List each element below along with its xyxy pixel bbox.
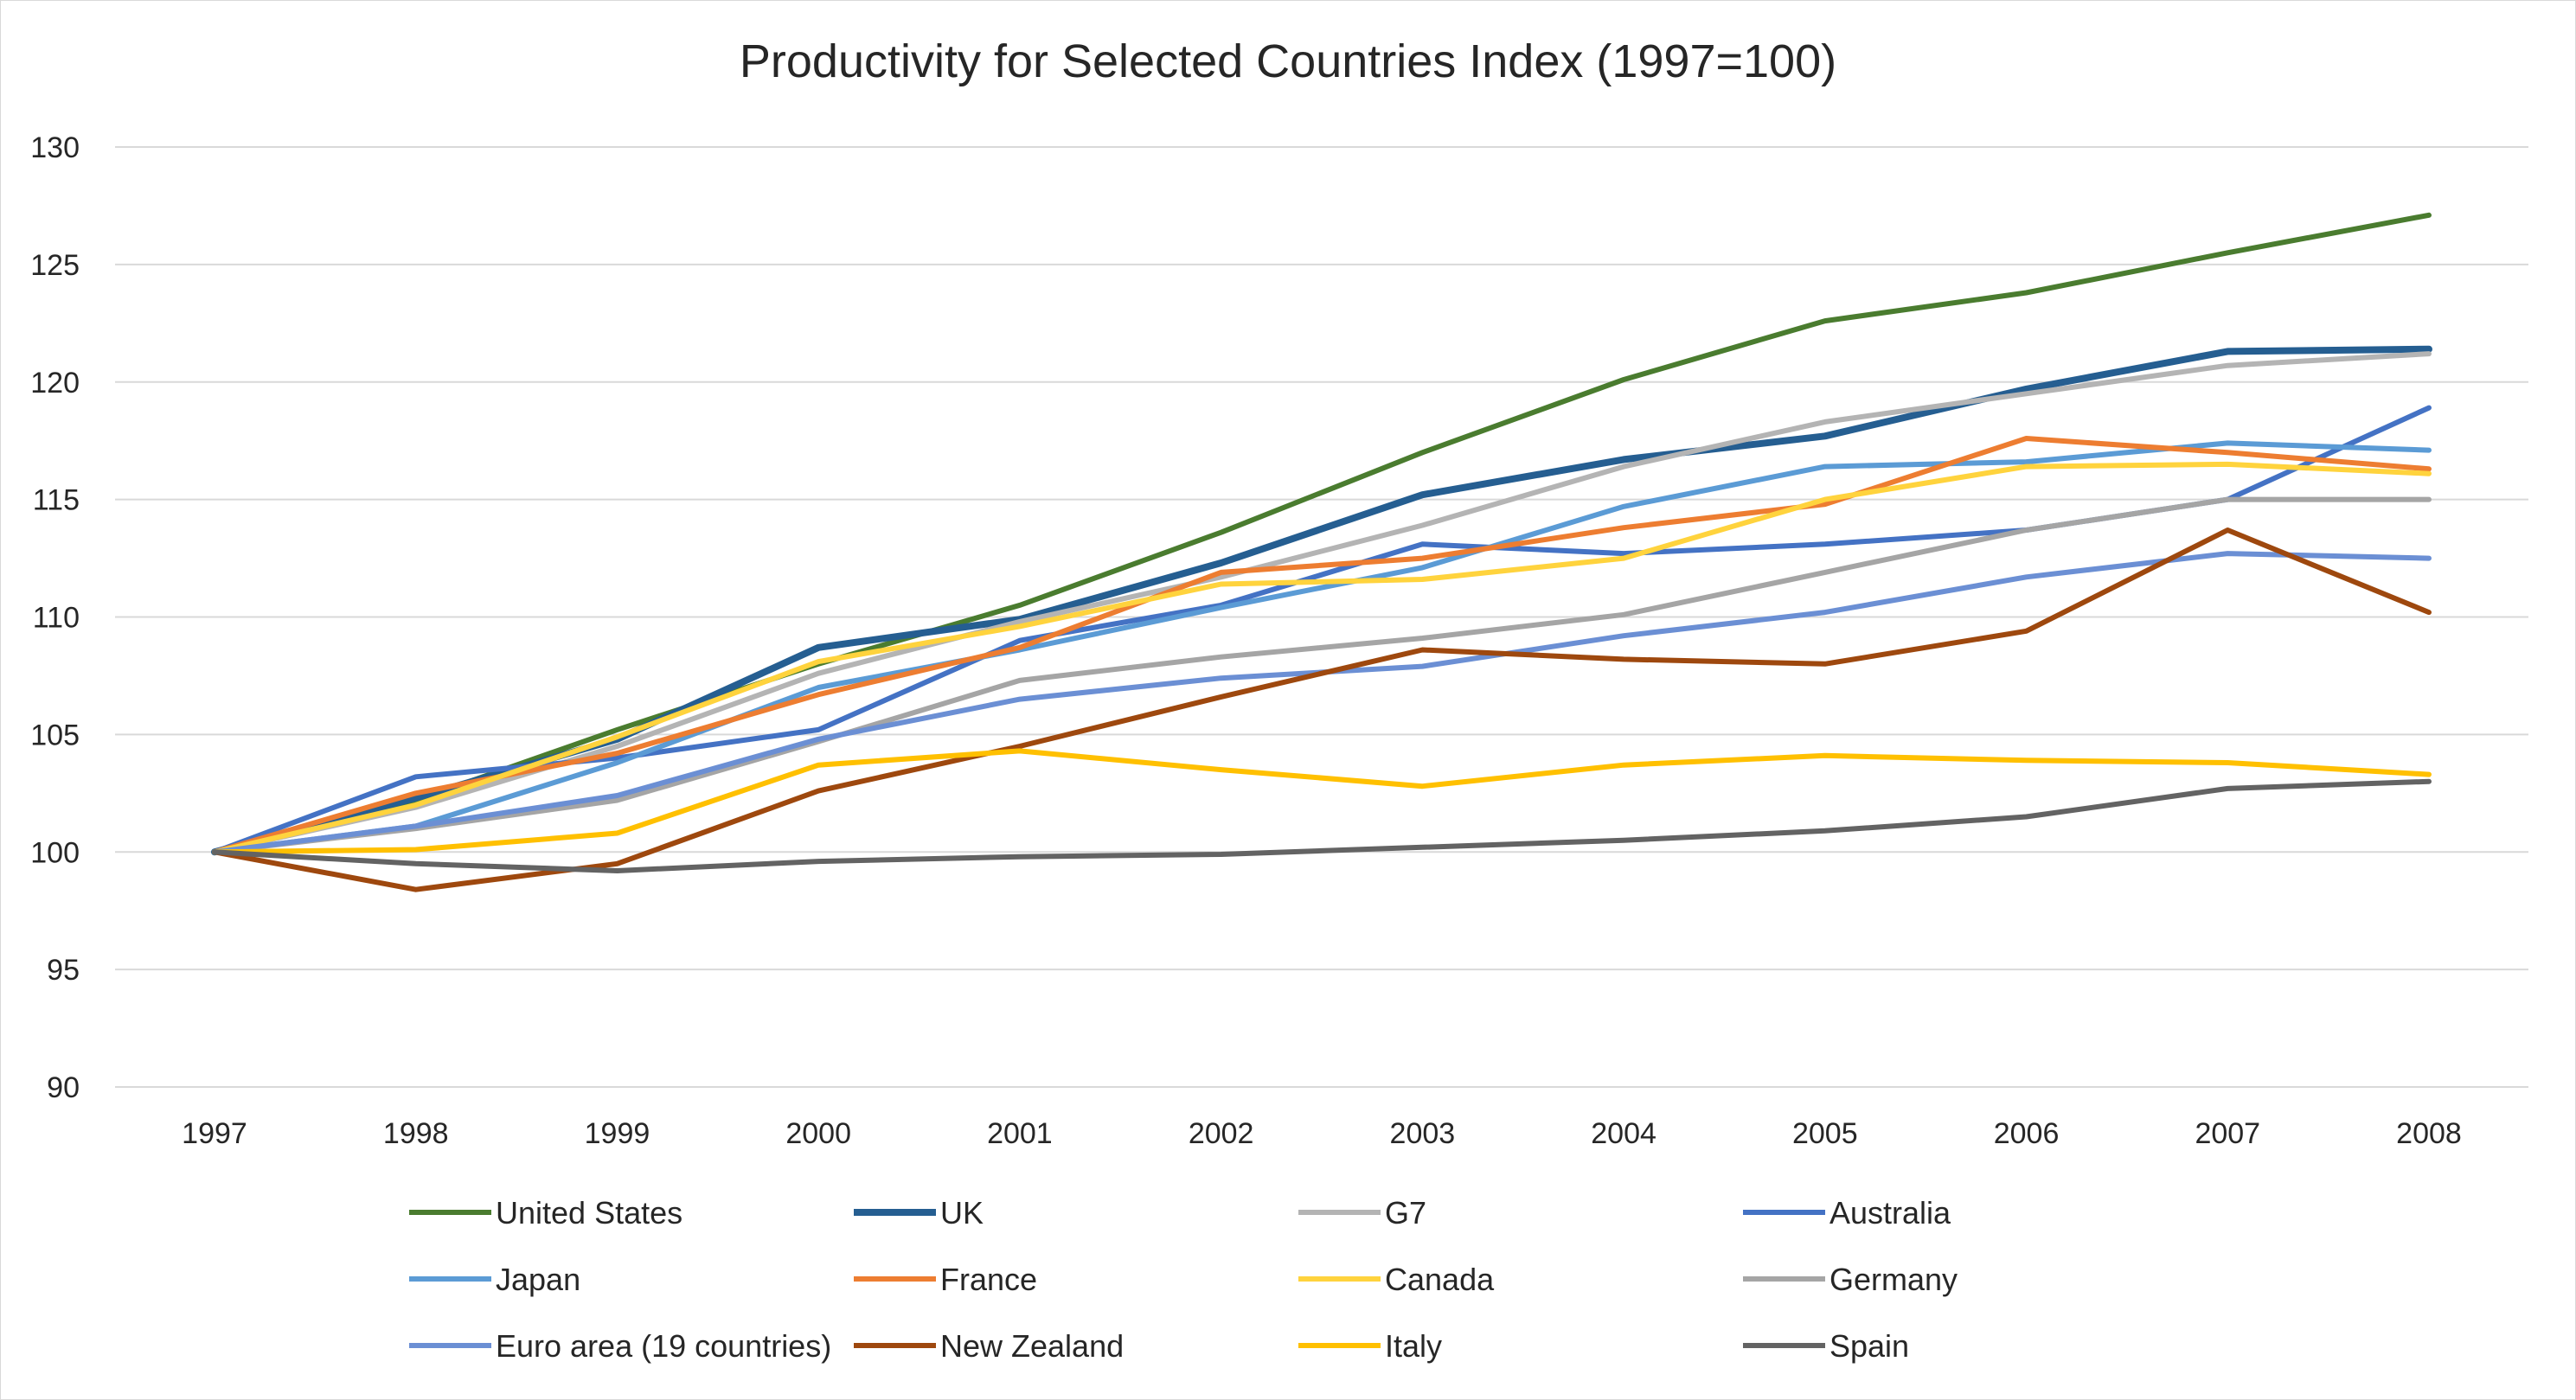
y-tick-label: 110 <box>33 602 80 635</box>
x-tick-label: 2006 <box>1994 1117 2060 1150</box>
series-line-canada <box>212 461 2432 855</box>
legend-item: Italy <box>1298 1328 1442 1364</box>
y-tick-label: 115 <box>33 484 80 517</box>
y-tick-label: 125 <box>30 249 80 282</box>
series-line-japan <box>212 440 2432 855</box>
x-tick-label: 2005 <box>1792 1117 1858 1150</box>
y-tick-label: 90 <box>47 1071 80 1104</box>
legend-item: United States <box>409 1195 682 1231</box>
y-tick-label: 130 <box>30 131 80 164</box>
y-tick-label: 100 <box>30 836 80 869</box>
x-tick-label: 2007 <box>2195 1117 2260 1150</box>
y-tick-label: 105 <box>30 719 80 751</box>
legend-item: Euro area (19 countries) <box>409 1328 831 1364</box>
x-tick-label: 1999 <box>585 1117 650 1150</box>
legend: United States UK G7 Australia Japan France Can… <box>409 1195 1958 1364</box>
legend-item: Spain <box>1743 1328 1909 1364</box>
legend-label: Canada <box>1385 1262 1495 1297</box>
x-tick-label: 2003 <box>1390 1117 1456 1150</box>
x-tick-label: 2002 <box>1189 1117 1254 1150</box>
x-tick-label: 1997 <box>182 1117 247 1150</box>
y-tick-label: 120 <box>30 367 80 400</box>
legend-label: Spain <box>1829 1328 1909 1364</box>
legend-label: Italy <box>1385 1328 1442 1364</box>
legend-item: UK <box>854 1195 984 1231</box>
legend-label: Japan <box>496 1262 580 1297</box>
legend-label: New Zealand <box>940 1328 1124 1364</box>
legend-label: G7 <box>1385 1195 1426 1231</box>
series-line-united-states <box>212 212 2432 855</box>
x-tick-label: 2000 <box>785 1117 851 1150</box>
series-line-spain <box>212 778 2432 873</box>
legend-label: UK <box>940 1195 984 1231</box>
legend-label: France <box>940 1262 1037 1297</box>
y-tick-label: 95 <box>47 954 80 987</box>
series-line-g7 <box>212 351 2432 855</box>
x-tick-label: 2004 <box>1591 1117 1656 1150</box>
legend-item: France <box>854 1262 1037 1297</box>
legend-item: Australia <box>1743 1195 1951 1231</box>
gridlines <box>115 146 2528 1088</box>
legend-label: United States <box>496 1195 682 1231</box>
x-tick-label: 2001 <box>987 1117 1053 1150</box>
series-line-germany <box>212 496 2432 855</box>
legend-label: Australia <box>1829 1195 1951 1231</box>
series-lines <box>211 212 2432 892</box>
y-axis-ticks: 90 95 100 105 110 115 120 125 130 <box>30 131 80 1104</box>
legend-label: Germany <box>1829 1262 1958 1297</box>
legend-item: New Zealand <box>854 1328 1124 1364</box>
legend-label: Euro area (19 countries) <box>496 1328 831 1364</box>
legend-item: G7 <box>1298 1195 1426 1231</box>
x-axis-ticks: 1997 1998 1999 2000 2001 2002 2003 2004 2005 2006… <box>182 1117 2462 1150</box>
series-line-italy <box>212 748 2432 855</box>
legend-item: Germany <box>1743 1262 1958 1297</box>
x-tick-label: 2008 <box>2396 1117 2462 1150</box>
chart-title: Productivity for Selected Countries Inde… <box>739 35 1837 87</box>
series-line-france <box>212 436 2432 855</box>
x-tick-label: 1998 <box>383 1117 449 1150</box>
legend-item: Canada <box>1298 1262 1495 1297</box>
legend-item: Japan <box>409 1262 580 1297</box>
